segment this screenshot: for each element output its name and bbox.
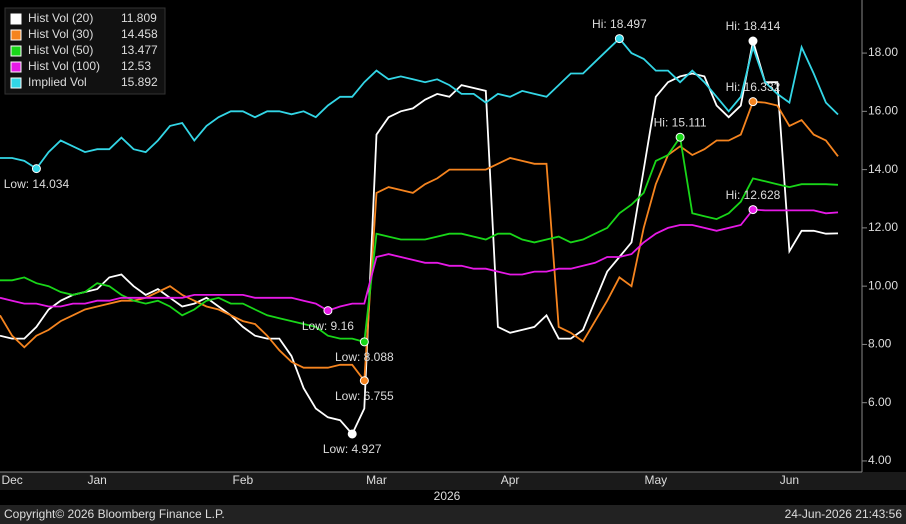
legend-label: Hist Vol (100) [28, 59, 100, 73]
legend-swatch [10, 77, 22, 89]
extreme-marker [748, 97, 758, 107]
legend-swatch [10, 29, 22, 41]
extreme-label: Hi: 12.628 [726, 188, 781, 202]
x-tick-label: Jan [87, 473, 106, 487]
extreme-label: Low: 6.755 [335, 389, 394, 403]
y-tick-label: 12.00 [868, 220, 898, 234]
legend-box [4, 7, 166, 95]
x-axis-label: 2026 [434, 489, 461, 503]
extreme-marker [323, 306, 333, 316]
extreme-label: Hi: 15.111 [654, 115, 707, 129]
x-tick-label: Mar [366, 473, 387, 487]
y-tick-label: 8.00 [868, 337, 892, 351]
y-tick-label: 10.00 [868, 278, 898, 292]
y-tick-label: 18.00 [868, 45, 898, 59]
x-tick-label: Feb [233, 473, 254, 487]
x-axis-band [0, 472, 906, 490]
y-tick-label: 4.00 [868, 453, 892, 467]
legend-swatch [10, 13, 22, 25]
x-tick-label: May [644, 473, 667, 487]
footer-right: 24-Jun-2026 21:43:56 [785, 507, 903, 521]
extreme-marker [675, 132, 685, 142]
footer [0, 505, 906, 524]
extreme-marker [359, 376, 369, 386]
extreme-label: Hi: 18.414 [726, 19, 781, 33]
y-tick-label: 6.00 [868, 395, 892, 409]
series-line [0, 134, 839, 344]
extreme-label: Low: 4.927 [323, 442, 382, 456]
extreme-label: Hi: 16.332 [726, 80, 781, 94]
legend-label: Hist Vol (20) [28, 11, 93, 25]
extreme-marker [359, 337, 369, 347]
extreme-label: Low: 8.088 [335, 350, 394, 364]
y-tick-label: 14.00 [868, 162, 898, 176]
series-line [0, 37, 839, 170]
x-tick-label: Jun [780, 473, 799, 487]
extreme-marker [614, 34, 624, 44]
legend-value: 13.477 [121, 43, 158, 57]
extreme-marker [347, 429, 357, 439]
extreme-marker [748, 205, 758, 215]
footer-left: Copyright© 2026 Bloomberg Finance L.P. [4, 507, 225, 521]
legend-swatch [10, 45, 22, 57]
legend-label: Implied Vol [28, 75, 87, 89]
x-tick-label: Apr [501, 473, 520, 487]
series-line [0, 40, 839, 436]
extreme-label: Hi: 18.497 [592, 17, 647, 31]
legend-value: 11.809 [121, 11, 157, 25]
series-line [0, 208, 839, 312]
series-line [0, 100, 839, 384]
legend-value: 12.53 [121, 59, 151, 73]
extreme-marker [31, 164, 41, 174]
legend-swatch [10, 61, 22, 73]
legend-label: Hist Vol (30) [28, 27, 93, 41]
extreme-marker [748, 36, 758, 46]
legend-value: 15.892 [121, 75, 158, 89]
extreme-label: Low: 9.16 [302, 319, 354, 333]
x-tick-label: Dec [1, 473, 22, 487]
extreme-label: Low: 14.034 [4, 177, 70, 191]
y-tick-label: 16.00 [868, 104, 898, 118]
legend-label: Hist Vol (50) [28, 43, 93, 57]
legend-value: 14.458 [121, 27, 158, 41]
